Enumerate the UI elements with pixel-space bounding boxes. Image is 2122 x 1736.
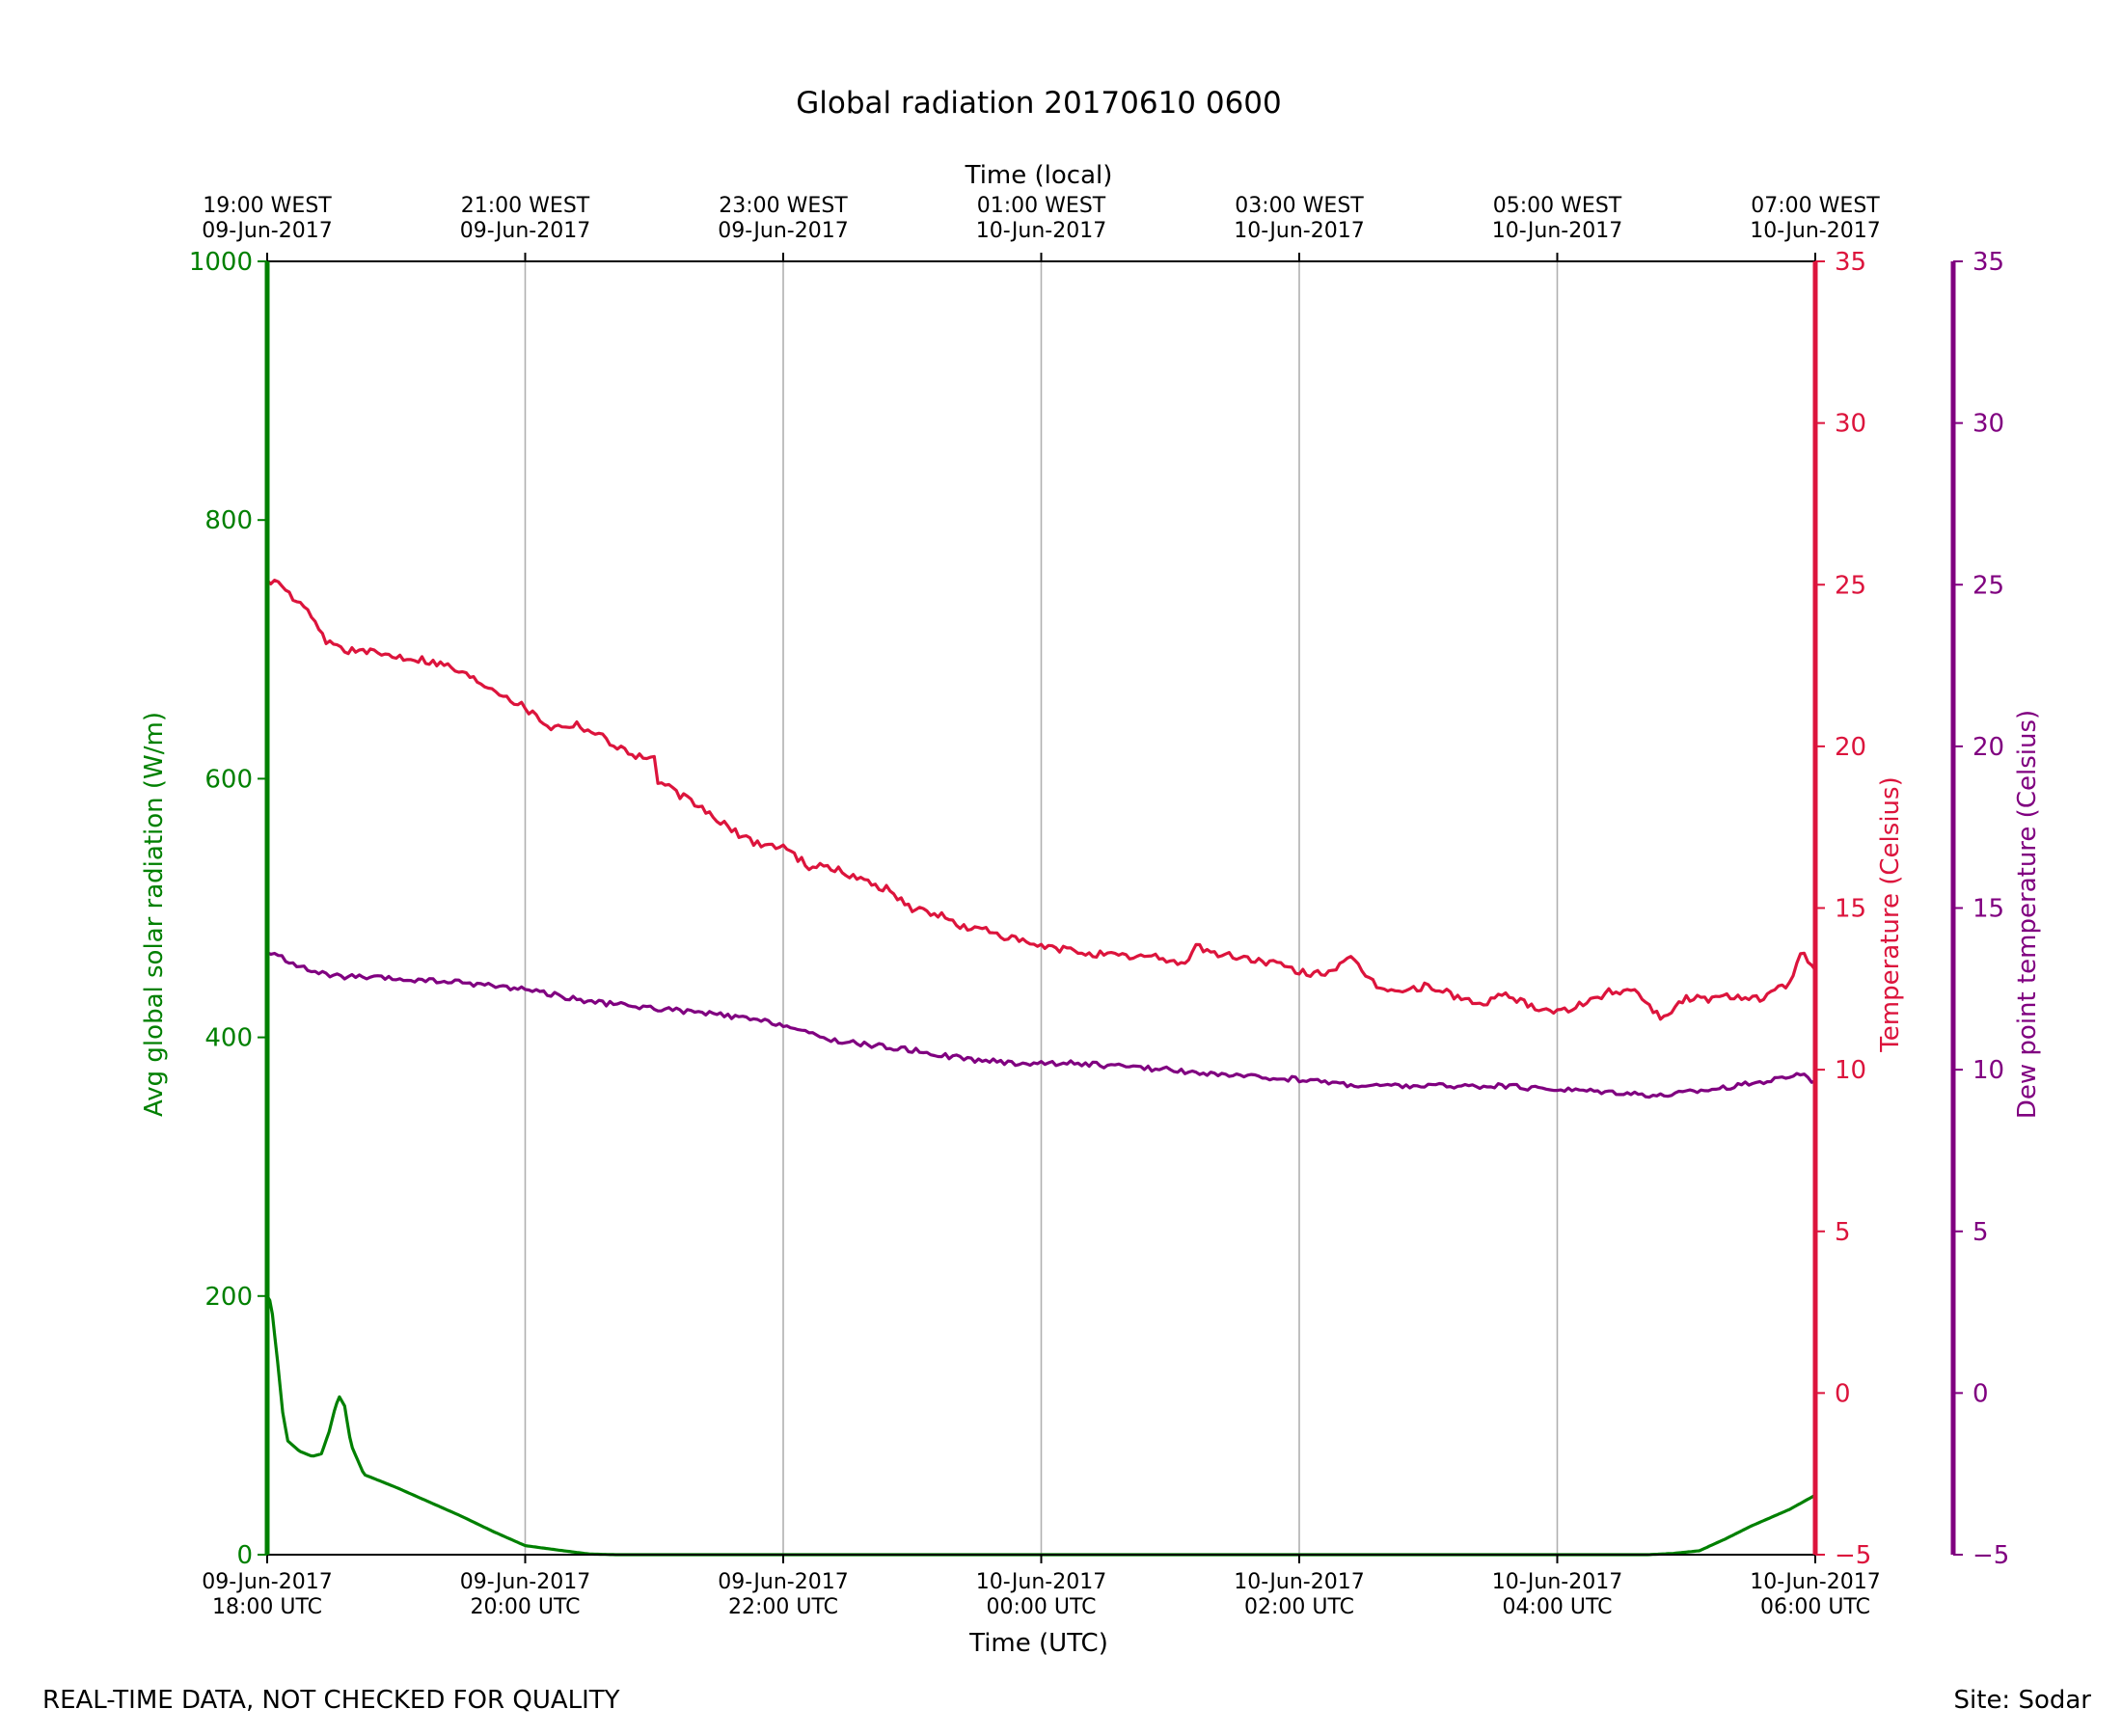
- x-tick-label: 09-Jun-2017: [202, 1570, 332, 1594]
- top-x-tick-label: 19:00 WEST: [203, 194, 332, 218]
- dewpoint-tick-label: 5: [1972, 1218, 1989, 1247]
- radiation-tick-label: 0: [236, 1541, 253, 1570]
- top-x-tick-label: 03:00 WEST: [1235, 194, 1364, 218]
- top-axis-label: Time (local): [965, 161, 1113, 190]
- dewpoint-tick-label: 25: [1972, 571, 2004, 600]
- top-x-tick-label: 10-Jun-2017: [1750, 219, 1880, 243]
- dewpoint-tick-label: 0: [1972, 1379, 1989, 1408]
- top-x-tick-label: 10-Jun-2017: [1234, 219, 1364, 243]
- chart-title: Global radiation 20170610 0600: [796, 86, 1282, 121]
- series-line-dewpoint: [266, 951, 1816, 1099]
- top-x-tick-label: 07:00 WEST: [1751, 194, 1880, 218]
- x-tick-label: 18:00 UTC: [212, 1595, 322, 1619]
- x-tick-label: 10-Jun-2017: [1234, 1570, 1364, 1594]
- footer-right: Site: Sodar: [1954, 1686, 2092, 1715]
- x-tick-label: 10-Jun-2017: [976, 1570, 1106, 1594]
- x-tick-label: 00:00 UTC: [986, 1595, 1096, 1619]
- top-x-tick-label: 10-Jun-2017: [1492, 219, 1622, 243]
- temperature-tick-label: 20: [1835, 733, 1866, 762]
- radiation-tick-label: 800: [204, 506, 253, 535]
- top-x-tick-label: 23:00 WEST: [719, 194, 848, 218]
- temperature-tick-label: 30: [1835, 410, 1866, 439]
- radiation-tick-label: 1000: [189, 248, 253, 277]
- dewpoint-tick-label: −5: [1972, 1541, 2009, 1570]
- temperature-tick-label: −5: [1835, 1541, 1871, 1570]
- top-x-tick-label: 21:00 WEST: [461, 194, 590, 218]
- x-tick-label: 10-Jun-2017: [1750, 1570, 1880, 1594]
- x-tick-label: 09-Jun-2017: [460, 1570, 590, 1594]
- dewpoint-tick-label: 35: [1972, 248, 2004, 277]
- radiation-tick-label: 400: [204, 1024, 253, 1053]
- temperature-tick-label: 25: [1835, 571, 1866, 600]
- temperature-tick-label: 35: [1835, 248, 1866, 277]
- dewpoint-axis-label: Dew point temperature (Celsius): [2013, 710, 2042, 1119]
- x-tick-label: 09-Jun-2017: [718, 1570, 848, 1594]
- series-line-temperature: [265, 579, 1817, 1021]
- temperature-tick-label: 15: [1835, 895, 1866, 924]
- top-x-tick-label: 09-Jun-2017: [718, 219, 848, 243]
- temperature-tick-label: 5: [1835, 1218, 1851, 1247]
- x-tick-label: 06:00 UTC: [1760, 1595, 1870, 1619]
- x-tick-label: 04:00 UTC: [1502, 1595, 1612, 1619]
- x-tick-label: 20:00 UTC: [470, 1595, 580, 1619]
- temperature-tick-label: 10: [1835, 1056, 1866, 1085]
- grid-layer: [524, 261, 1559, 1555]
- footer-left: REAL-TIME DATA, NOT CHECKED FOR QUALITY: [42, 1686, 620, 1715]
- top-x-tick-label: 09-Jun-2017: [202, 219, 332, 243]
- radiation-tick-label: 200: [204, 1283, 253, 1312]
- dewpoint-tick-label: 30: [1972, 410, 2004, 439]
- temperature-axis-label: Temperature (Celsius): [1876, 776, 1905, 1052]
- radiation-axis-label: Avg global solar radiation (W/m): [140, 712, 169, 1117]
- dewpoint-tick-label: 20: [1972, 733, 2004, 762]
- top-x-tick-label: 09-Jun-2017: [460, 219, 590, 243]
- x-tick-label: 22:00 UTC: [728, 1595, 838, 1619]
- top-x-tick-label: 10-Jun-2017: [976, 219, 1106, 243]
- dewpoint-tick-label: 10: [1972, 1056, 2004, 1085]
- top-x-tick-label: 01:00 WEST: [977, 194, 1106, 218]
- dewpoint-tick-label: 15: [1972, 895, 2004, 924]
- x-axis-label: Time (UTC): [968, 1629, 1108, 1658]
- x-tick-label: 02:00 UTC: [1244, 1595, 1354, 1619]
- temperature-tick-label: 0: [1835, 1379, 1851, 1408]
- x-tick-label: 10-Jun-2017: [1492, 1570, 1622, 1594]
- top-x-tick-label: 05:00 WEST: [1493, 194, 1622, 218]
- radiation-tick-label: 600: [204, 765, 253, 794]
